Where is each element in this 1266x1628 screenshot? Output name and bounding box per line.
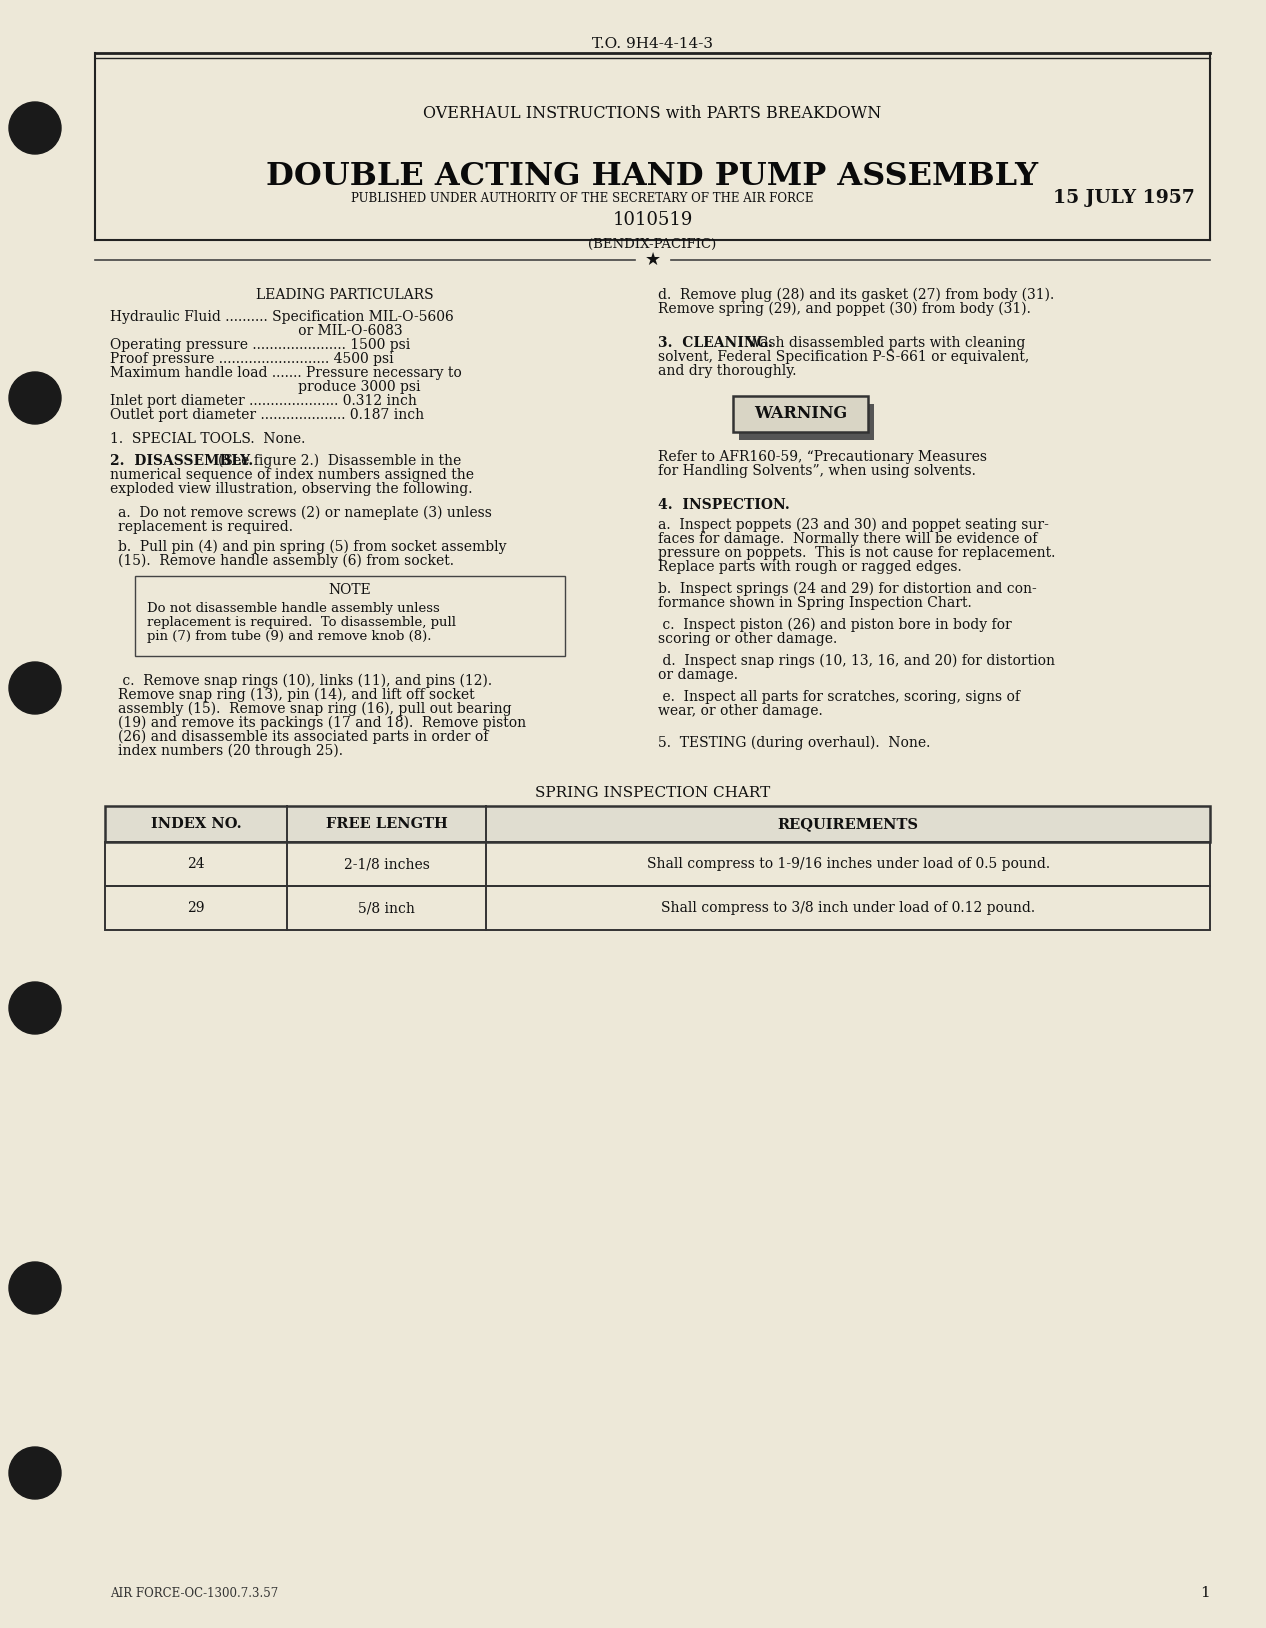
Text: Inlet port diameter ..................... 0.312 inch: Inlet port diameter ....................… <box>110 394 417 409</box>
Text: pin (7) from tube (9) and remove knob (8).: pin (7) from tube (9) and remove knob (8… <box>147 630 432 643</box>
Text: REQUIREMENTS: REQUIREMENTS <box>777 817 919 830</box>
Text: OVERHAUL INSTRUCTIONS with PARTS BREAKDOWN: OVERHAUL INSTRUCTIONS with PARTS BREAKDO… <box>423 104 881 122</box>
Text: (BENDIX-PACIFIC): (BENDIX-PACIFIC) <box>589 238 717 251</box>
Text: 24: 24 <box>187 856 205 871</box>
Text: 5.  TESTING (during overhaul).  None.: 5. TESTING (during overhaul). None. <box>658 736 931 751</box>
Bar <box>135 576 565 656</box>
Text: Hydraulic Fluid .......... Specification MIL-O-5606: Hydraulic Fluid .......... Specification… <box>110 309 453 324</box>
Text: (26) and disassemble its associated parts in order of: (26) and disassemble its associated part… <box>118 729 489 744</box>
Text: and dry thoroughly.: and dry thoroughly. <box>658 365 796 378</box>
Text: 29: 29 <box>187 900 205 915</box>
Text: 1010519: 1010519 <box>613 212 693 230</box>
Text: a.  Do not remove screws (2) or nameplate (3) unless: a. Do not remove screws (2) or nameplate… <box>118 506 492 521</box>
Text: (15).  Remove handle assembly (6) from socket.: (15). Remove handle assembly (6) from so… <box>118 554 454 568</box>
Text: 4.  INSPECTION.: 4. INSPECTION. <box>658 498 790 511</box>
Circle shape <box>9 663 61 715</box>
Text: Replace parts with rough or ragged edges.: Replace parts with rough or ragged edges… <box>658 560 962 575</box>
Text: SPRING INSPECTION CHART: SPRING INSPECTION CHART <box>534 786 770 799</box>
Text: c.  Inspect piston (26) and piston bore in body for: c. Inspect piston (26) and piston bore i… <box>658 619 1012 632</box>
Text: Wash disassembled parts with cleaning: Wash disassembled parts with cleaning <box>747 335 1025 350</box>
Circle shape <box>9 373 61 423</box>
Bar <box>105 886 1210 930</box>
Text: Proof pressure .......................... 4500 psi: Proof pressure .........................… <box>110 352 394 366</box>
Text: replacement is required.  To disassemble, pull: replacement is required. To disassemble,… <box>147 615 456 628</box>
Text: (19) and remove its packings (17 and 18).  Remove piston: (19) and remove its packings (17 and 18)… <box>118 716 527 731</box>
Text: a.  Inspect poppets (23 and 30) and poppet seating sur-: a. Inspect poppets (23 and 30) and poppe… <box>658 518 1048 532</box>
Text: Shall compress to 1-9/16 inches under load of 0.5 pound.: Shall compress to 1-9/16 inches under lo… <box>647 856 1050 871</box>
Text: AIR FORCE-OC-1300.7.3.57: AIR FORCE-OC-1300.7.3.57 <box>110 1587 279 1600</box>
Text: numerical sequence of index numbers assigned the: numerical sequence of index numbers assi… <box>110 467 473 482</box>
Text: b.  Inspect springs (24 and 29) for distortion and con-: b. Inspect springs (24 and 29) for disto… <box>658 581 1037 596</box>
Bar <box>105 806 1210 842</box>
Text: PUBLISHED UNDER AUTHORITY OF THE SECRETARY OF THE AIR FORCE: PUBLISHED UNDER AUTHORITY OF THE SECRETA… <box>351 192 814 205</box>
Text: or MIL-O-6083: or MIL-O-6083 <box>110 324 403 339</box>
Text: d.  Inspect snap rings (10, 13, 16, and 20) for distortion: d. Inspect snap rings (10, 13, 16, and 2… <box>658 654 1055 669</box>
Text: Remove spring (29), and poppet (30) from body (31).: Remove spring (29), and poppet (30) from… <box>658 303 1031 316</box>
Bar <box>733 396 868 431</box>
Text: LEADING PARTICULARS: LEADING PARTICULARS <box>256 288 434 303</box>
Text: index numbers (20 through 25).: index numbers (20 through 25). <box>118 744 343 759</box>
Text: c.  Remove snap rings (10), links (11), and pins (12).: c. Remove snap rings (10), links (11), a… <box>118 674 492 689</box>
Text: (See figure 2.)  Disassemble in the: (See figure 2.) Disassemble in the <box>218 454 461 469</box>
Text: WARNING: WARNING <box>755 405 847 423</box>
Text: 5/8 inch: 5/8 inch <box>358 900 415 915</box>
Text: NOTE: NOTE <box>329 583 371 597</box>
Text: produce 3000 psi: produce 3000 psi <box>110 379 420 394</box>
Text: faces for damage.  Normally there will be evidence of: faces for damage. Normally there will be… <box>658 532 1037 545</box>
Text: Outlet port diameter .................... 0.187 inch: Outlet port diameter ...................… <box>110 409 424 422</box>
Text: T.O. 9H4-4-14-3: T.O. 9H4-4-14-3 <box>592 37 713 50</box>
Bar <box>105 842 1210 886</box>
Text: DOUBLE ACTING HAND PUMP ASSEMBLY: DOUBLE ACTING HAND PUMP ASSEMBLY <box>266 161 1038 192</box>
Text: exploded view illustration, observing the following.: exploded view illustration, observing th… <box>110 482 472 497</box>
Text: Operating pressure ...................... 1500 psi: Operating pressure .....................… <box>110 339 410 352</box>
Text: Refer to AFR160-59, “Precautionary Measures: Refer to AFR160-59, “Precautionary Measu… <box>658 449 987 464</box>
Text: scoring or other damage.: scoring or other damage. <box>658 632 837 646</box>
Text: for Handling Solvents”, when using solvents.: for Handling Solvents”, when using solve… <box>658 464 976 479</box>
Circle shape <box>9 103 61 155</box>
Bar <box>739 404 874 440</box>
Text: 1: 1 <box>1200 1586 1210 1600</box>
Text: 15 JULY 1957: 15 JULY 1957 <box>1053 189 1195 207</box>
Text: e.  Inspect all parts for scratches, scoring, signs of: e. Inspect all parts for scratches, scor… <box>658 690 1020 703</box>
Text: FREE LENGTH: FREE LENGTH <box>325 817 448 830</box>
Text: Shall compress to 3/8 inch under load of 0.12 pound.: Shall compress to 3/8 inch under load of… <box>661 900 1036 915</box>
Text: 2-1/8 inches: 2-1/8 inches <box>344 856 429 871</box>
Text: 3.  CLEANING.: 3. CLEANING. <box>658 335 772 350</box>
Text: Maximum handle load ....... Pressure necessary to: Maximum handle load ....... Pressure nec… <box>110 366 462 379</box>
Text: pressure on poppets.  This is not cause for replacement.: pressure on poppets. This is not cause f… <box>658 545 1056 560</box>
Text: INDEX NO.: INDEX NO. <box>151 817 242 830</box>
Circle shape <box>9 1447 61 1499</box>
Text: 2.  DISASSEMBLY.: 2. DISASSEMBLY. <box>110 454 253 467</box>
Circle shape <box>9 982 61 1034</box>
Text: b.  Pull pin (4) and pin spring (5) from socket assembly: b. Pull pin (4) and pin spring (5) from … <box>118 540 506 555</box>
Text: Do not disassemble handle assembly unless: Do not disassemble handle assembly unles… <box>147 602 439 615</box>
Text: or damage.: or damage. <box>658 667 738 682</box>
Text: ★: ★ <box>644 251 661 269</box>
Text: d.  Remove plug (28) and its gasket (27) from body (31).: d. Remove plug (28) and its gasket (27) … <box>658 288 1055 303</box>
Text: solvent, Federal Specification P-S-661 or equivalent,: solvent, Federal Specification P-S-661 o… <box>658 350 1029 365</box>
Text: replacement is required.: replacement is required. <box>118 519 292 534</box>
Circle shape <box>9 1262 61 1314</box>
Text: wear, or other damage.: wear, or other damage. <box>658 703 823 718</box>
Text: 1.  SPECIAL TOOLS.  None.: 1. SPECIAL TOOLS. None. <box>110 431 305 446</box>
Text: formance shown in Spring Inspection Chart.: formance shown in Spring Inspection Char… <box>658 596 972 610</box>
Text: assembly (15).  Remove snap ring (16), pull out bearing: assembly (15). Remove snap ring (16), pu… <box>118 702 511 716</box>
Text: Remove snap ring (13), pin (14), and lift off socket: Remove snap ring (13), pin (14), and lif… <box>118 689 475 702</box>
